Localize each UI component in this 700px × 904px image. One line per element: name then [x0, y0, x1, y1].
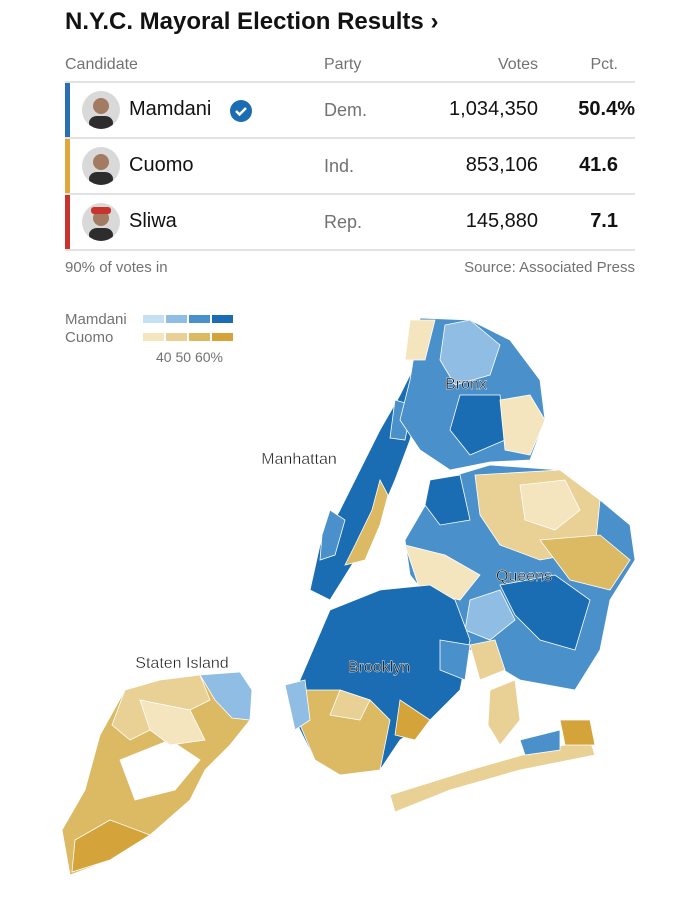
- district: [539, 534, 631, 591]
- legend-scale: 40 50 60%: [156, 349, 223, 365]
- district: [394, 699, 431, 741]
- scale-label: 40: [156, 349, 172, 365]
- legend-label: Mamdani: [65, 311, 127, 328]
- swatch: [212, 333, 233, 341]
- district: [389, 739, 596, 813]
- column-header: Candidate: [65, 56, 138, 73]
- party-bar: [65, 195, 70, 249]
- swatch: [143, 315, 164, 323]
- map-label: Brooklyn: [348, 659, 410, 676]
- percent: 7.1: [590, 210, 618, 232]
- rule: [65, 137, 635, 139]
- rule: [65, 81, 635, 83]
- column-header: Pct.: [590, 56, 618, 73]
- swatch: [189, 333, 210, 341]
- district: [519, 729, 561, 756]
- district: [424, 474, 471, 526]
- scale-label: 60%: [194, 349, 223, 365]
- candidate-name: Cuomo: [129, 154, 194, 176]
- district: [71, 819, 151, 873]
- candidate-photo: [82, 203, 120, 241]
- legend-label: Cuomo: [65, 329, 114, 346]
- district: [499, 394, 546, 456]
- swatch: [166, 315, 187, 323]
- legend-swatches-blue: [143, 315, 233, 323]
- column-header: Party: [324, 56, 362, 73]
- photo-icon: [89, 154, 113, 185]
- district: [404, 319, 436, 361]
- district: [344, 478, 389, 566]
- percent: 50.4%: [578, 98, 635, 120]
- party: Ind.: [324, 156, 355, 176]
- map-label: Bronx: [445, 376, 487, 393]
- district: [449, 394, 506, 456]
- scale-label: 50: [175, 349, 192, 365]
- district: [309, 363, 421, 601]
- swatch: [143, 333, 164, 341]
- party-bar: [65, 83, 70, 137]
- district: [199, 671, 253, 721]
- map: Bronx Manhattan Queens Brooklyn Staten Islan…: [61, 317, 636, 876]
- votes: 853,106: [465, 154, 538, 176]
- district: [119, 739, 201, 801]
- rule: [65, 193, 635, 195]
- swatch: [166, 333, 187, 341]
- district: [519, 479, 581, 531]
- votes: 145,880: [465, 210, 538, 232]
- source: Source: Associated Press: [464, 259, 635, 276]
- swatch: [189, 315, 210, 323]
- rule: [65, 249, 635, 251]
- map-label: Queens: [496, 568, 552, 585]
- photo-icon: [89, 207, 113, 241]
- district: [469, 639, 506, 681]
- party: Rep.: [324, 212, 363, 232]
- district: [319, 509, 346, 561]
- party-bar: [65, 139, 70, 193]
- map-label: Manhattan: [261, 451, 337, 468]
- district: [464, 589, 516, 641]
- winner-check: [229, 99, 253, 123]
- candidate-name: Mamdani: [129, 98, 212, 120]
- district: [329, 689, 371, 721]
- district: [559, 719, 596, 746]
- district: [487, 679, 521, 746]
- map-label: Staten Island: [135, 655, 228, 672]
- legend-swatches-gold: [143, 333, 233, 341]
- votes: 1,034,350: [449, 98, 538, 120]
- column-header: Votes: [497, 56, 538, 73]
- candidate-name: Sliwa: [129, 210, 177, 232]
- candidate-photo: [82, 147, 120, 185]
- district: [439, 319, 501, 386]
- district: [139, 699, 206, 746]
- photo-icon: [89, 98, 113, 129]
- party: Dem.: [324, 100, 368, 120]
- district: [439, 639, 471, 681]
- candidate-photo: [82, 91, 120, 129]
- title[interactable]: N.Y.C. Mayoral Election Results ›: [65, 8, 439, 35]
- check-icon: [230, 100, 252, 122]
- district: [499, 574, 591, 651]
- percent: 41.6: [579, 154, 618, 176]
- swatch: [212, 315, 233, 323]
- footnote: 90% of votes in: [65, 259, 168, 276]
- district: [284, 679, 311, 731]
